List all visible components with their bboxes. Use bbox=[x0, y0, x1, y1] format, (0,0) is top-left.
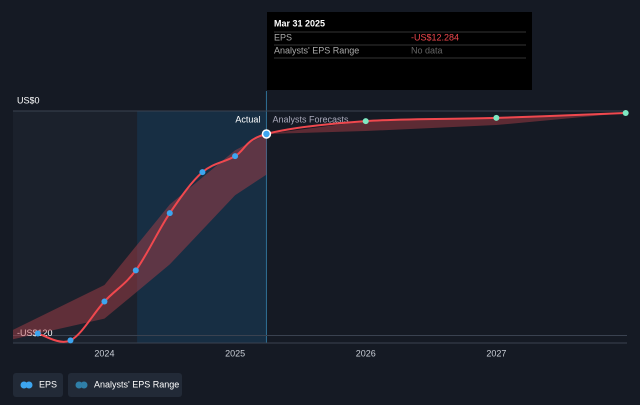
x-tick-label: 2025 bbox=[225, 348, 245, 358]
eps-point bbox=[622, 110, 629, 117]
tooltip-value: -US$12.284 bbox=[411, 32, 459, 42]
eps-point bbox=[261, 129, 272, 139]
y-tick-label: US$0 bbox=[17, 95, 40, 105]
highlight-region bbox=[137, 111, 267, 343]
legend-button[interactable] bbox=[68, 373, 182, 397]
actual-label: Actual bbox=[235, 114, 260, 124]
eps-point bbox=[132, 267, 139, 274]
eps-point bbox=[362, 118, 369, 125]
tooltip-date: Mar 31 2025 bbox=[274, 18, 325, 28]
legend-swatch bbox=[25, 381, 33, 389]
legend-swatch bbox=[20, 381, 28, 389]
background: US$0 -US$120 2024 2025 2026 2027 Actual Analyst… bbox=[13, 91, 627, 358]
legend-swatch bbox=[80, 381, 88, 389]
y-tick-label: -US$120 bbox=[17, 328, 53, 338]
tooltip-label: EPS bbox=[274, 32, 292, 42]
legend-button[interactable] bbox=[13, 373, 63, 397]
x-tick-label: 2024 bbox=[94, 348, 114, 358]
eps-point bbox=[34, 330, 41, 337]
eps-point bbox=[232, 153, 239, 160]
eps-point bbox=[166, 210, 173, 217]
plot bbox=[13, 110, 629, 344]
range-band bbox=[266, 113, 626, 134]
range-band bbox=[13, 133, 267, 340]
legend-label: Analysts' EPS Range bbox=[94, 379, 179, 389]
eps-point bbox=[101, 298, 108, 305]
tooltip: Mar 31 2025 EPS -US$12.284 Analysts' EPS… bbox=[267, 12, 532, 90]
eps-point bbox=[493, 114, 500, 121]
tooltip-label: Analysts' EPS Range bbox=[274, 45, 359, 55]
legend-label: EPS bbox=[39, 379, 57, 389]
eps-point bbox=[67, 337, 74, 344]
legend-swatch bbox=[75, 381, 83, 389]
tooltip-value: No data bbox=[411, 45, 443, 55]
x-tick-label: 2027 bbox=[486, 348, 506, 358]
eps-point bbox=[199, 169, 206, 176]
x-tick-label: 2026 bbox=[356, 348, 376, 358]
tooltip-box bbox=[267, 12, 532, 90]
legend: EPS Analysts' EPS Range bbox=[13, 373, 182, 397]
forecast-label: Analysts Forecasts bbox=[272, 114, 349, 124]
